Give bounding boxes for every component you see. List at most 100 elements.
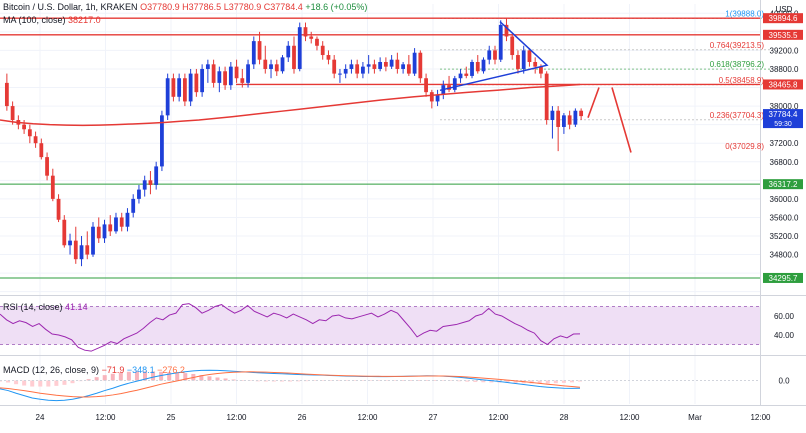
candle-body-60: [349, 64, 354, 69]
candle-body-98: [567, 115, 572, 125]
last-price-tag-bg: [763, 109, 803, 129]
macd-hist-27: [215, 377, 220, 381]
candle-body-51: [297, 27, 302, 69]
candle-body-36: [211, 64, 216, 83]
candle-body-86: [498, 24, 503, 60]
candle-body-0: [4, 82, 9, 107]
candle-body-45: [263, 59, 268, 69]
macd-hist-15: [118, 372, 123, 381]
macd-hist-22: [175, 372, 180, 381]
candle-body-38: [223, 71, 227, 86]
macd-hist-35: [279, 380, 284, 382]
candle-body-68: [395, 59, 400, 69]
macd-hist-18: [143, 371, 147, 381]
candle-body-18: [108, 224, 113, 232]
macd-hist-57: [457, 380, 462, 382]
candle-body-94: [544, 73, 549, 120]
candle-body-48: [280, 57, 285, 72]
macd-hist-71: [569, 380, 574, 383]
candle-body-5: [33, 136, 38, 144]
time-tick-4: 26: [298, 413, 307, 422]
time-tick-6: 27: [429, 413, 438, 422]
open-value: O37780.9: [140, 2, 180, 12]
candle-body-90: [521, 50, 526, 69]
candle-body-25: [148, 180, 153, 185]
candle-body-52: [303, 27, 308, 37]
level-tag-39535.5: 39535.5: [769, 31, 798, 40]
price-tick-5: 36800.0: [770, 158, 799, 167]
level-tag-39894.6: 39894.6: [769, 14, 798, 23]
candle-body-3: [22, 124, 26, 130]
ma-value: 38217.0: [68, 15, 101, 25]
macd-hist-9: [70, 380, 75, 384]
fib-label-0: 0(37029.8): [725, 142, 764, 151]
macd-hist-44: [352, 380, 357, 381]
time-tick-11: 12:00: [750, 413, 771, 422]
candle-body-71: [412, 52, 417, 74]
rsi-legend: RSI (14, close) 41.14: [3, 302, 88, 312]
level-tag-34295.7: 34295.7: [769, 274, 798, 283]
macd-legend: MACD (12, 26, close, 9) −71.9 −348.1 −27…: [3, 365, 185, 375]
macd-hist-50: [400, 380, 405, 381]
projection-down: [611, 87, 632, 153]
macd-hist-28: [223, 378, 228, 381]
level-tag-38465.8: 38465.8: [769, 80, 798, 89]
candle-body-64: [372, 64, 377, 69]
candle-body-40: [234, 66, 239, 79]
price-tick-7: 35600.0: [770, 213, 799, 222]
candle-body-72: [418, 52, 423, 79]
candle-body-23: [137, 189, 141, 199]
candle-body-83: [481, 59, 486, 72]
candle-body-78: [452, 78, 457, 90]
low-value: L37780.9: [223, 2, 262, 12]
macd-hist-70: [561, 380, 566, 383]
candle-body-31: [182, 78, 187, 102]
fib-label-0.236: 0.236(37704.3): [710, 111, 765, 120]
time-tick-8: 28: [560, 413, 569, 422]
macd-hist-7: [54, 380, 59, 386]
macd-hist-0: [0, 380, 2, 382]
time-tick-2: 25: [167, 413, 176, 422]
candle-body-35: [205, 64, 210, 69]
macd-label: MACD (12, 26, close, 9): [3, 365, 100, 375]
candle-body-97: [562, 115, 566, 127]
candle-body-65: [378, 62, 383, 69]
candle-body-99: [573, 110, 578, 125]
price-tick-4: 37200.0: [770, 139, 799, 148]
candle-body-100: [579, 110, 584, 117]
fib-label-0.5: 0.5(38458.9): [719, 76, 765, 85]
signal-line: [0, 371, 581, 398]
candle-body-10: [62, 219, 67, 246]
candle-body-49: [286, 45, 291, 58]
candle-body-62: [361, 66, 365, 74]
candle-body-13: [79, 245, 84, 260]
price-tick-6: 36000.0: [770, 195, 799, 204]
macd-hist-48: [384, 380, 389, 381]
level-tag-bg-39535.5: [763, 29, 803, 40]
ma-label: MA (100, close): [3, 15, 66, 25]
candle-body-32: [188, 73, 193, 102]
macd-hist-54: [433, 380, 437, 381]
candle-body-96: [556, 110, 561, 127]
macd-hist-55: [441, 380, 446, 381]
candle-body-39: [228, 66, 233, 86]
candle-body-1: [10, 106, 15, 120]
macd-line: [0, 369, 581, 402]
candle-body-50: [292, 45, 296, 69]
candle-body-7: [45, 157, 49, 176]
macd-hist-23: [183, 373, 188, 381]
macd-hist-3: [22, 380, 27, 386]
time-tick-5: 12:00: [357, 413, 378, 422]
macd-hist-37: [296, 380, 301, 382]
ma-legend: MA (100, close) 38217.0: [3, 15, 101, 25]
time-tick-0: 24: [36, 413, 45, 422]
candle-body-8: [50, 175, 55, 199]
high-value: H37786.5: [182, 2, 222, 12]
macd-hist-60: [481, 380, 486, 383]
candle-body-26: [154, 166, 159, 185]
macd-hist-11: [86, 379, 91, 381]
macd-hist-26: [207, 376, 212, 381]
change-value: +18.6 (+0.05%): [305, 2, 368, 12]
macd-value-1: −71.9: [101, 365, 125, 375]
